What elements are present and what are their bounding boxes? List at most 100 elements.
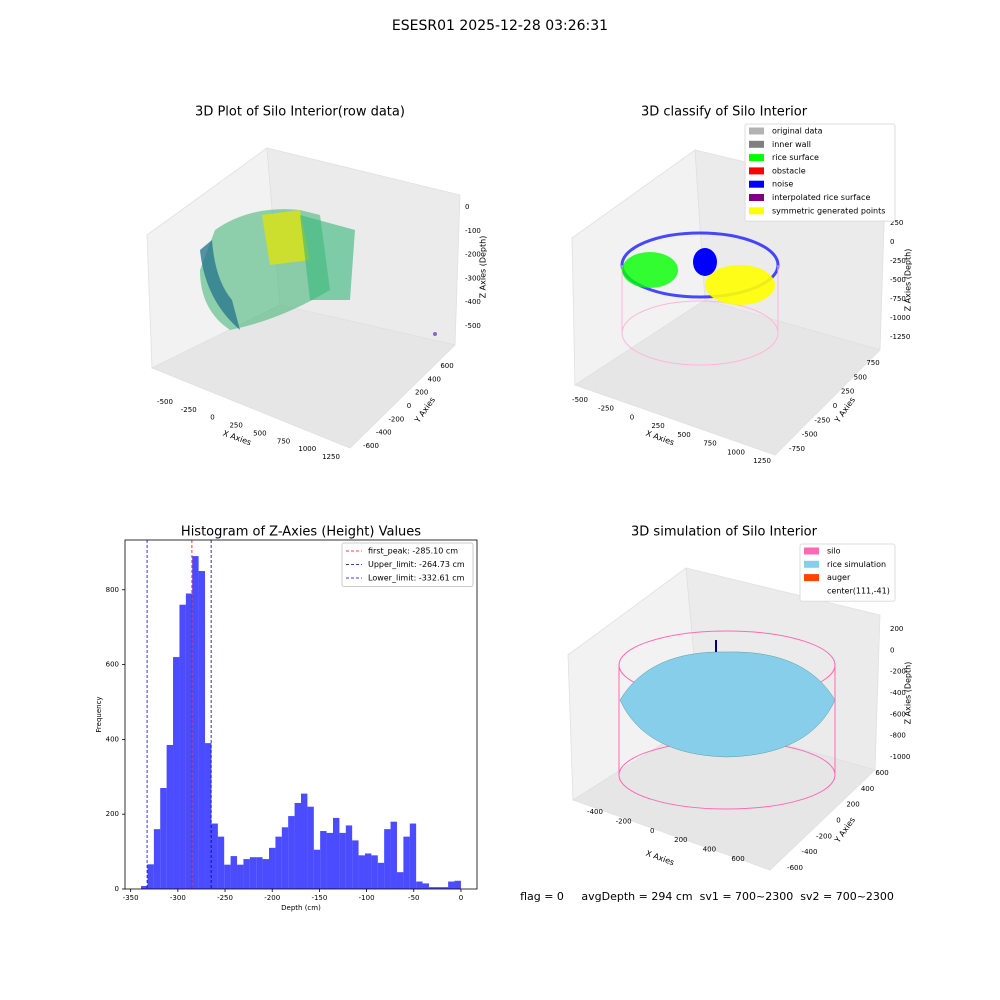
bar — [294, 802, 301, 889]
legend-box — [341, 542, 474, 587]
x-tick-label: -500 — [157, 398, 173, 406]
bar — [396, 872, 404, 889]
y-tick-label: 400 — [428, 375, 441, 383]
x-tick-label: 200 — [674, 836, 687, 844]
x-tick-label: -100 — [359, 894, 375, 902]
y-tick-label: -200 — [388, 415, 404, 423]
z-tick-label: -1000 — [890, 753, 910, 761]
y-tick-label: 0 — [407, 402, 411, 410]
legend-label: symmetric generated points — [772, 206, 885, 215]
x-tick-label: 600 — [731, 855, 744, 863]
legend-swatch — [804, 574, 819, 582]
bar — [205, 743, 212, 889]
bar — [313, 849, 321, 889]
x-tick-label: 400 — [703, 846, 716, 854]
legend-swatch — [749, 194, 764, 201]
z-axis-label: Z Axies (Depth) — [479, 236, 488, 299]
bar — [173, 657, 180, 889]
x-tick-label: -200 — [616, 817, 632, 825]
subplot-title: 3D simulation of Silo Interior — [631, 525, 818, 540]
x-tick-label: -200 — [264, 894, 280, 902]
bar — [390, 821, 397, 889]
y-tick-label: 600 — [875, 769, 888, 777]
bar — [166, 744, 174, 889]
subplot-title: 3D classify of Silo Interior — [641, 105, 808, 120]
z-tick-label: -500 — [890, 276, 906, 284]
x-tick-label: -250 — [217, 894, 233, 902]
bar — [153, 829, 161, 889]
x-tick-label: 500 — [677, 431, 690, 439]
x-tick-label: 1250 — [322, 453, 340, 461]
bar — [384, 829, 391, 889]
subplot-title: 3D Plot of Silo Interior(row data) — [195, 105, 405, 120]
bar — [326, 832, 333, 889]
bar — [377, 862, 385, 889]
y-tick-label: 500 — [854, 373, 867, 381]
x-tick-label: -500 — [572, 396, 588, 404]
y-tick-label: 400 — [861, 785, 874, 793]
bar — [249, 857, 257, 889]
bar — [345, 825, 353, 889]
x-tick-label: 0 — [459, 894, 463, 902]
legend-label: inner wall — [772, 140, 811, 149]
bar — [141, 886, 148, 889]
y-tick-label: 200 — [415, 389, 428, 397]
bar — [160, 788, 167, 889]
bar — [422, 883, 429, 889]
x-tick-label: 1250 — [753, 457, 771, 465]
z-tick-label: -600 — [890, 710, 906, 718]
y-tick-label: -400 — [802, 848, 818, 856]
bar — [243, 859, 250, 889]
bar — [409, 823, 417, 889]
z-axis-label: Z Axies (Depth) — [904, 249, 913, 312]
z-tick-label: 0 — [890, 646, 894, 654]
bar — [364, 853, 372, 889]
y-tick-label: -600 — [787, 864, 803, 872]
z-tick-label: -300 — [465, 274, 481, 282]
bar — [448, 881, 455, 889]
y-tick-label: 200 — [106, 810, 119, 818]
legend-box — [744, 123, 896, 222]
x-tick-label: -250 — [598, 405, 614, 413]
footer: flag = 0 avgDepth = 294 cm sv1 = 700~230… — [520, 890, 894, 903]
z-tick-label: -500 — [465, 322, 481, 330]
y-tick-label: 250 — [841, 388, 854, 396]
legend-label: first_peak: -285.10 cm — [368, 547, 458, 556]
legend-swatch — [749, 167, 764, 175]
legend-label: rice simulation — [827, 560, 886, 569]
legend-label: obstacle — [772, 166, 806, 175]
y-tick-label: 0 — [836, 817, 840, 825]
z-tick-label: -400 — [890, 689, 906, 697]
bar — [332, 817, 340, 889]
bar — [281, 827, 289, 889]
bar — [301, 793, 308, 889]
x-tick-label: 1000 — [298, 445, 316, 453]
y-tick-label: 400 — [106, 735, 119, 743]
y-tick-label: -500 — [802, 431, 818, 439]
legend-swatch — [804, 587, 819, 595]
bar — [371, 855, 378, 889]
bar — [358, 855, 365, 889]
legend-swatch — [749, 127, 764, 135]
legend-label: Upper_limit: -264.73 cm — [368, 560, 465, 569]
x-tick-label: -300 — [170, 894, 186, 902]
bar — [428, 887, 436, 889]
z-axis-label: Z Axies (Depth) — [904, 662, 913, 725]
legend-label: interpolated rice surface — [772, 193, 870, 202]
legend-label: auger — [827, 573, 851, 582]
x-tick-label: -50 — [408, 894, 419, 902]
bar — [435, 887, 442, 889]
y-tick-label: 0 — [115, 885, 119, 893]
z-tick-label: -250 — [890, 257, 906, 265]
x-tick-label: -250 — [181, 406, 197, 414]
y-tick-label: -600 — [363, 442, 379, 450]
z-tick-label: -400 — [465, 298, 481, 306]
x-tick-label: 1000 — [727, 448, 745, 456]
y-tick-label: 0 — [833, 402, 837, 410]
y-tick-label: 600 — [440, 362, 453, 370]
z-tick-label: -800 — [890, 732, 906, 740]
bar — [339, 832, 346, 889]
bar — [320, 831, 327, 889]
x-tick-label: 500 — [253, 429, 266, 437]
bar — [256, 857, 263, 889]
